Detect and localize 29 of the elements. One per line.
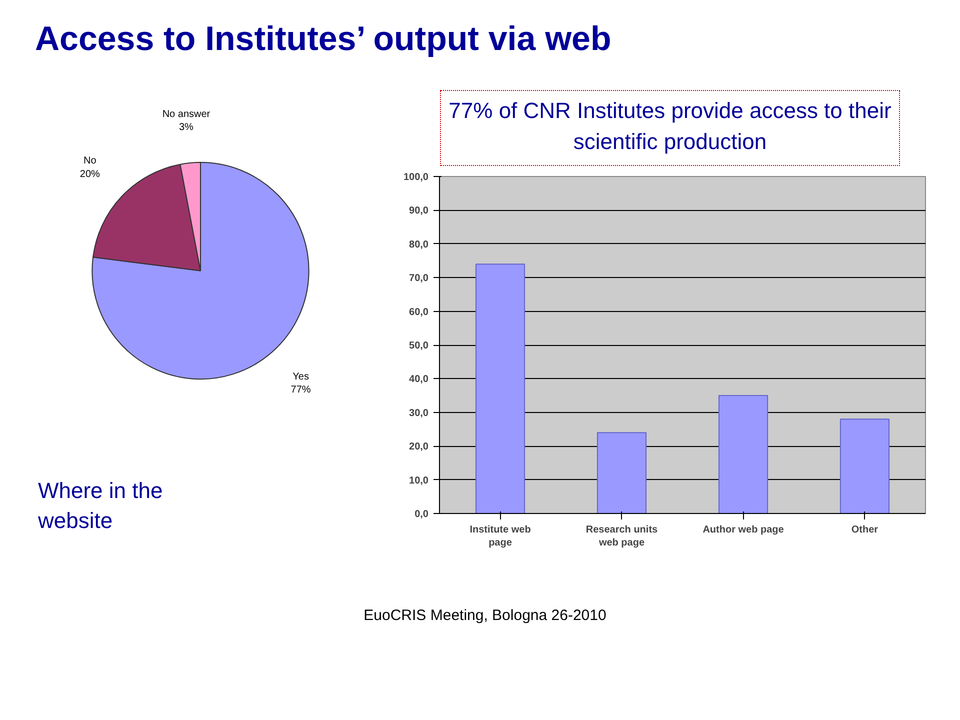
slice-label: No (84, 156, 97, 167)
bar (840, 418, 890, 514)
bar (718, 395, 768, 514)
x-tick-label: Institute web page (470, 524, 531, 549)
y-tick-label: 20,0 (409, 442, 429, 453)
y-tick-label: 80,0 (409, 239, 429, 250)
y-tick-label: 100,0 (403, 172, 429, 183)
text: 77% of CNR Institutes provide access to their scientific production (448, 97, 892, 156)
x-tick-label: Author web page (702, 524, 784, 536)
x-tick-label: Other (851, 524, 878, 536)
y-tick-label: 90,0 (409, 206, 429, 217)
slice-label: No answer (162, 108, 211, 120)
data-label: 77% (290, 384, 311, 396)
y-tick-label: 0,0 (414, 509, 429, 520)
y-tick-label: 50,0 (409, 340, 429, 352)
y-tick-label: 70,0 (409, 273, 429, 284)
bar (596, 432, 647, 514)
bar (475, 264, 526, 514)
y-tick-label: 10,0 (409, 475, 429, 486)
y-tick-label: 40,0 (409, 374, 429, 386)
chart-title: Access to Institutes’ output via web (35, 19, 612, 60)
text: EuoCRIS Meeting, Bologna 26-2010 (364, 606, 606, 626)
y-tick-label: 30,0 (409, 408, 429, 419)
data-label: 20% (80, 168, 100, 180)
data-label: 3% (179, 122, 194, 134)
x-tick-label: Research units web page (586, 524, 658, 549)
slice-label: Yes (292, 371, 309, 382)
y-tick-label: 60,0 (409, 306, 429, 318)
text: Where in the website (37, 478, 163, 533)
